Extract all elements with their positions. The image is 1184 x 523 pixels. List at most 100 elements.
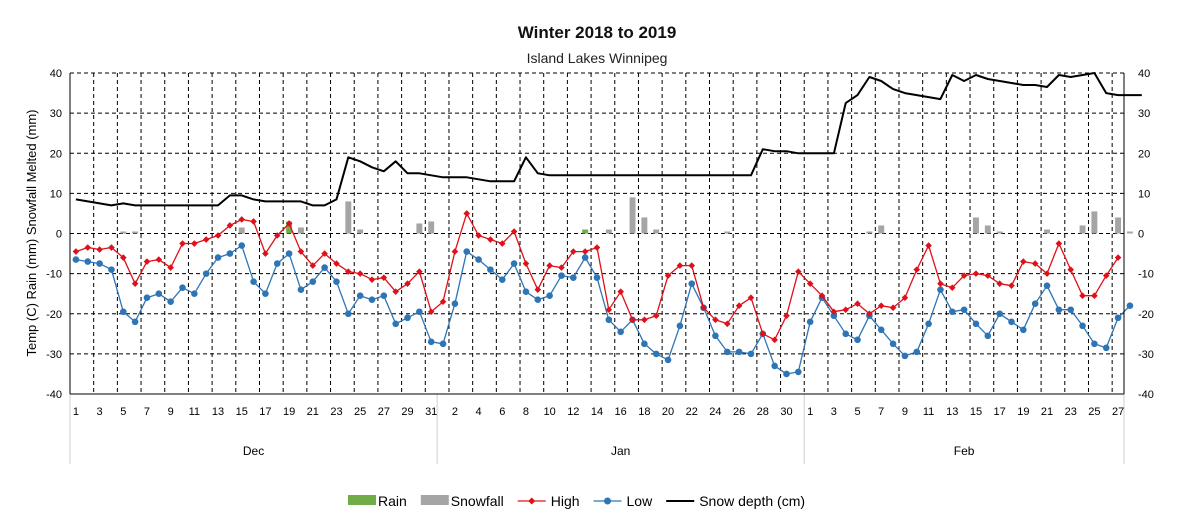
x-tick-label: 11 xyxy=(189,406,200,418)
low-point xyxy=(877,326,885,334)
low-line xyxy=(75,244,1131,375)
low-point xyxy=(854,336,861,344)
low-point xyxy=(72,256,80,263)
x-tick-label: 19 xyxy=(1017,406,1029,418)
high-point xyxy=(866,310,873,318)
low-point xyxy=(427,338,435,346)
x-tick-label: 7 xyxy=(878,406,884,418)
low-point xyxy=(1055,306,1063,314)
high-point xyxy=(427,308,435,316)
high-point xyxy=(735,302,743,310)
low-point xyxy=(771,362,778,370)
low-point xyxy=(1043,282,1051,289)
low-point xyxy=(131,318,139,326)
low-point xyxy=(570,274,577,281)
high-point xyxy=(179,240,186,247)
low-point xyxy=(617,328,624,336)
high-point xyxy=(1020,258,1027,265)
snowfall-bar xyxy=(132,231,139,234)
high-point xyxy=(1055,240,1063,247)
low-point xyxy=(842,330,849,338)
low-point xyxy=(108,266,115,273)
x-tick-label: 15 xyxy=(970,406,982,418)
high-point xyxy=(960,272,968,279)
high-point xyxy=(806,280,814,287)
high-point xyxy=(747,294,755,301)
high-point xyxy=(546,262,553,269)
low-point xyxy=(84,258,92,265)
y-tick-label-left: -20 xyxy=(46,309,62,321)
high-point xyxy=(392,288,399,295)
x-tick-label: 31 xyxy=(425,406,437,418)
high-point xyxy=(131,280,139,287)
low-point xyxy=(1091,340,1098,348)
snow-depth-line xyxy=(75,72,1142,207)
low-point xyxy=(202,270,210,277)
high-point xyxy=(368,276,376,283)
x-tick-label: 5 xyxy=(854,406,860,418)
high-point xyxy=(1043,270,1051,277)
legend-label-snowfall: Snowfall xyxy=(451,493,504,509)
low-point xyxy=(262,290,269,297)
bar-layer xyxy=(120,197,1133,234)
x-tick-label: 25 xyxy=(354,406,366,418)
low-point xyxy=(783,370,790,378)
high-point xyxy=(854,300,861,308)
y-axis-label: Temp (C) Rain (mm) Snowfall Melted (mm) xyxy=(24,109,39,356)
low-point xyxy=(439,340,447,348)
high-point xyxy=(451,248,459,255)
high-point xyxy=(1091,292,1098,299)
legend: Rain Snowfall High Low Snow depth (cm) xyxy=(348,493,805,509)
snowfall-bar xyxy=(238,227,245,234)
low-point xyxy=(510,260,518,267)
low-point xyxy=(806,318,814,326)
low-point xyxy=(747,350,755,358)
high-point xyxy=(652,312,660,320)
high-point xyxy=(795,268,802,275)
low-point xyxy=(1020,326,1027,334)
low-point xyxy=(735,348,743,356)
x-tick-label: 2 xyxy=(452,406,458,418)
y-tick-label-left: -40 xyxy=(46,389,62,401)
low-point xyxy=(712,332,719,340)
high-point xyxy=(214,232,222,239)
high-point xyxy=(143,258,151,265)
y-tick-label-right: 40 xyxy=(1138,68,1150,80)
low-point xyxy=(368,296,376,304)
low-point xyxy=(534,296,542,304)
low-point xyxy=(1126,302,1134,310)
low-point xyxy=(321,264,328,271)
x-tick-label: 22 xyxy=(686,406,698,418)
rain-bar xyxy=(286,221,293,234)
low-point xyxy=(960,306,968,314)
high-point xyxy=(629,316,636,324)
x-tick-label: 3 xyxy=(831,406,837,418)
high-point xyxy=(84,244,92,251)
x-tick-label: 11 xyxy=(923,406,934,418)
y-tick-label-right: -10 xyxy=(1138,269,1154,281)
snowfall-bar xyxy=(724,231,731,234)
low-point xyxy=(641,340,648,348)
high-point xyxy=(996,280,1003,287)
y-tick-label-left: 10 xyxy=(50,188,62,200)
x-tick-label: 1 xyxy=(807,406,813,418)
low-point xyxy=(593,274,601,281)
gridlines xyxy=(69,72,1124,394)
high-point xyxy=(712,316,719,324)
high-point xyxy=(191,240,198,247)
high-point xyxy=(570,248,577,255)
high-point xyxy=(937,280,944,287)
y-tick-label-right: 30 xyxy=(1138,108,1150,120)
y-tick-label-right: -40 xyxy=(1138,389,1154,401)
x-tick-label: 15 xyxy=(236,406,248,418)
legend-marker-high xyxy=(528,497,536,505)
low-point xyxy=(297,286,305,293)
snowfall-bar xyxy=(416,223,423,234)
high-point xyxy=(700,304,707,312)
high-point xyxy=(1031,260,1039,267)
high-point xyxy=(1114,254,1122,261)
y-tick-label-left: 0 xyxy=(56,229,62,241)
snowfall-bar xyxy=(629,197,636,234)
x-tick-label: 20 xyxy=(662,406,674,418)
snowfall-bar xyxy=(1079,225,1086,234)
